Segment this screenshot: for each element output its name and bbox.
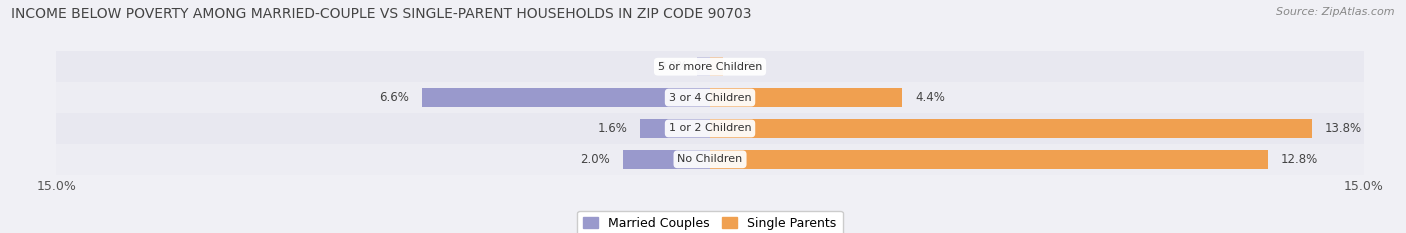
Bar bbox=[640, 119, 710, 138]
Text: 0.0%: 0.0% bbox=[731, 60, 762, 73]
Text: Source: ZipAtlas.com: Source: ZipAtlas.com bbox=[1277, 7, 1395, 17]
Text: 13.8%: 13.8% bbox=[1324, 122, 1362, 135]
Bar bbox=[56, 144, 1364, 175]
Bar bbox=[710, 57, 723, 76]
Text: 5 or more Children: 5 or more Children bbox=[658, 62, 762, 72]
Text: 4.4%: 4.4% bbox=[915, 91, 945, 104]
Text: 6.6%: 6.6% bbox=[380, 91, 409, 104]
Text: INCOME BELOW POVERTY AMONG MARRIED-COUPLE VS SINGLE-PARENT HOUSEHOLDS IN ZIP COD: INCOME BELOW POVERTY AMONG MARRIED-COUPL… bbox=[11, 7, 752, 21]
Bar bbox=[422, 88, 710, 107]
Text: 1 or 2 Children: 1 or 2 Children bbox=[669, 123, 751, 134]
Bar bbox=[56, 51, 1364, 82]
Text: 3 or 4 Children: 3 or 4 Children bbox=[669, 93, 751, 103]
Legend: Married Couples, Single Parents: Married Couples, Single Parents bbox=[576, 211, 844, 233]
Text: 0.0%: 0.0% bbox=[658, 60, 689, 73]
Bar bbox=[710, 88, 901, 107]
Text: 2.0%: 2.0% bbox=[581, 153, 610, 166]
Text: 1.6%: 1.6% bbox=[598, 122, 627, 135]
Bar bbox=[623, 150, 710, 169]
Bar bbox=[56, 113, 1364, 144]
Bar bbox=[697, 57, 710, 76]
Text: No Children: No Children bbox=[678, 154, 742, 164]
Text: 12.8%: 12.8% bbox=[1281, 153, 1319, 166]
Bar bbox=[710, 119, 1312, 138]
Bar bbox=[56, 82, 1364, 113]
Bar bbox=[710, 150, 1268, 169]
